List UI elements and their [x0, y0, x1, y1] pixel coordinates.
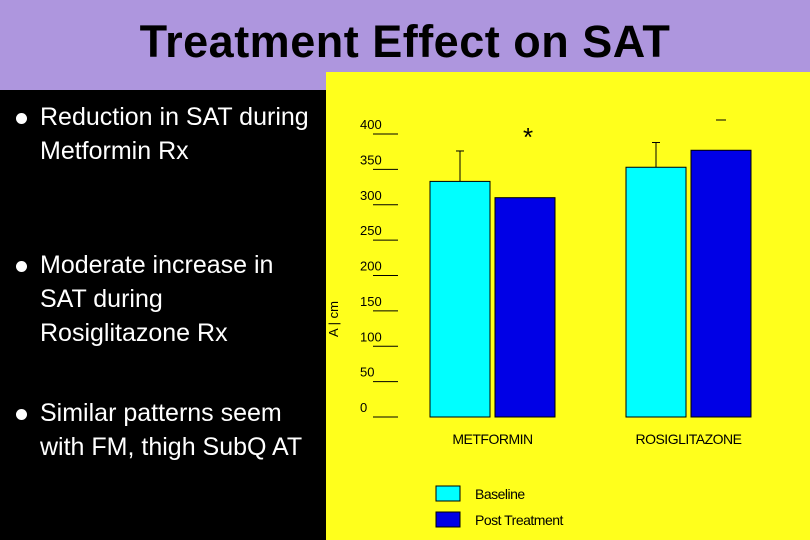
y-tick-label: 150 [360, 294, 382, 309]
bullet-dot-icon [16, 409, 27, 420]
bullet-list: Reduction in SAT during Metformin Rx Mod… [0, 90, 326, 540]
y-tick-label: 350 [360, 152, 382, 167]
bullet-text: Similar patterns seem with FM, thigh Sub… [40, 399, 303, 461]
y-axis-label: A | cm [326, 301, 341, 337]
legend-swatch [435, 511, 461, 528]
bullet-text: Moderate increase in SAT during Rosiglit… [40, 251, 274, 347]
y-tick-label: 200 [360, 259, 382, 274]
y-tick-label: 0 [360, 400, 367, 415]
legend-label: Baseline [475, 486, 525, 502]
category-label: METFORMIN [452, 431, 532, 447]
y-tick-label: 400 [360, 117, 382, 132]
legend-swatch [435, 485, 461, 502]
y-tick-label: 50 [360, 365, 374, 380]
bar [494, 197, 556, 418]
significance-star-annotation: * [523, 122, 533, 152]
chart-panel: 0 50 100 150 200 250 300 350 400 A | cm METFORMIN R… [326, 72, 810, 540]
bar [625, 166, 687, 418]
category-label: ROSIGLITAZONE [635, 431, 741, 447]
slide-title: Treatment Effect on SAT [139, 16, 671, 67]
y-tick-label: 100 [360, 329, 382, 344]
bullet-text: Reduction in SAT during Metformin Rx [40, 103, 309, 165]
bullet-dot-icon [16, 113, 27, 124]
bar-chart: 0 50 100 150 200 250 300 350 400 A | cm METFORMIN R… [326, 117, 752, 528]
y-tick-label: 300 [360, 188, 382, 203]
bar [429, 180, 491, 418]
legend-label: Post Treatment [475, 512, 564, 528]
bar [690, 149, 752, 418]
bullet-dot-icon [16, 261, 27, 272]
y-tick-label: 250 [360, 223, 382, 238]
